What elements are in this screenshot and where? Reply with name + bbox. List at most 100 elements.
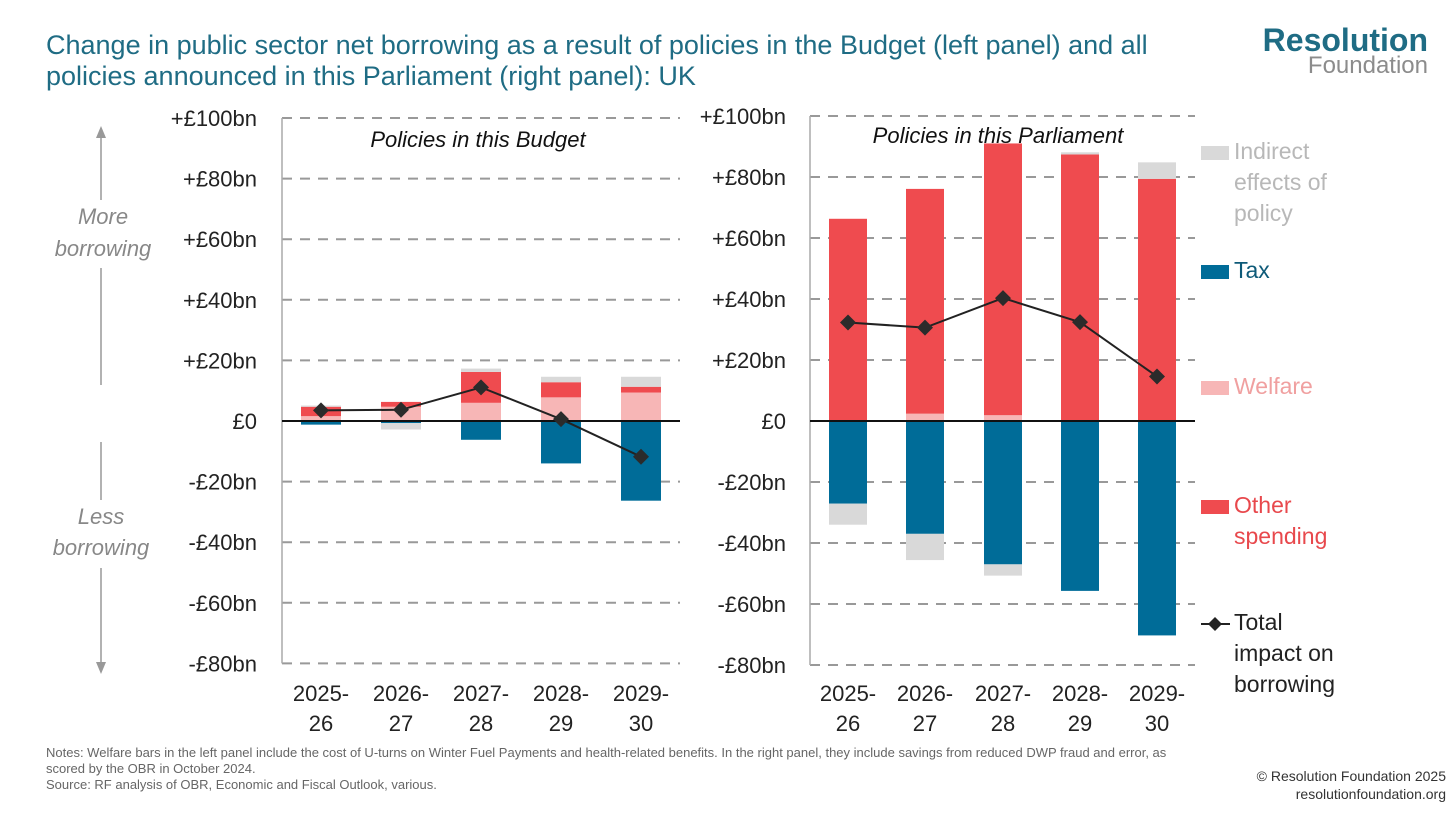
y-tick-label: -£40bn bbox=[717, 531, 786, 556]
panel-title: Policies in this Budget bbox=[370, 127, 586, 152]
legend-label-line: effects of bbox=[1234, 169, 1327, 195]
legend-swatch bbox=[1201, 146, 1229, 160]
logo-resolution: Resolution bbox=[1262, 22, 1428, 58]
x-tick-label: 30 bbox=[629, 711, 653, 736]
x-tick-label: 2029- bbox=[613, 681, 669, 706]
bar-tax bbox=[1138, 421, 1176, 636]
less-borrowing-label: Less bbox=[78, 504, 124, 529]
bar-indirect-effects-of-policy bbox=[984, 564, 1022, 576]
website-text: resolutionfoundation.org bbox=[1295, 786, 1446, 802]
x-tick-label: 29 bbox=[549, 711, 573, 736]
more-borrowing-label: borrowing bbox=[55, 236, 152, 261]
x-tick-label: 2029- bbox=[1129, 681, 1185, 706]
y-tick-label: +£80bn bbox=[183, 167, 257, 192]
legend-diamond-icon bbox=[1208, 617, 1222, 631]
x-tick-label: 2027- bbox=[453, 681, 509, 706]
copyright: © Resolution Foundation 2025 resolutionf… bbox=[1257, 767, 1446, 803]
legend-label: Tax bbox=[1234, 255, 1336, 286]
bar-tax bbox=[381, 421, 421, 424]
x-tick-label: 26 bbox=[309, 711, 333, 736]
y-tick-label: -£60bn bbox=[717, 592, 786, 617]
bar-indirect-effects-of-policy bbox=[906, 533, 944, 561]
bar-tax bbox=[1061, 421, 1099, 591]
bar-welfare bbox=[621, 392, 661, 421]
bar-indirect-effects-of-policy bbox=[621, 376, 661, 387]
total-marker bbox=[633, 448, 649, 465]
bar-other-spending bbox=[906, 188, 944, 414]
x-tick-label: 2028- bbox=[533, 681, 589, 706]
bar-indirect-effects-of-policy bbox=[829, 503, 867, 525]
bar-other-spending bbox=[984, 143, 1022, 416]
y-tick-label: -£20bn bbox=[188, 470, 257, 495]
x-tick-label: 28 bbox=[469, 711, 493, 736]
x-tick-label: 30 bbox=[1145, 711, 1169, 736]
y-tick-label: £0 bbox=[762, 409, 786, 434]
x-tick-label: 29 bbox=[1068, 711, 1092, 736]
bar-indirect-effects-of-policy bbox=[541, 376, 581, 383]
bar-tax bbox=[301, 421, 341, 425]
y-tick-label: -£80bn bbox=[717, 653, 786, 678]
legend-label: Indirect effects of policy bbox=[1234, 136, 1336, 229]
legend-label-line: borrowing bbox=[1234, 671, 1335, 697]
bar-welfare bbox=[301, 416, 341, 421]
total-marker bbox=[473, 379, 489, 396]
total-marker bbox=[995, 290, 1011, 307]
y-tick-label: +£20bn bbox=[183, 348, 257, 373]
legend-label-line: Indirect bbox=[1234, 138, 1310, 164]
total-marker bbox=[313, 402, 329, 419]
source-text: Source: RF analysis of OBR, Economic and… bbox=[46, 777, 437, 792]
bar-tax bbox=[829, 421, 867, 504]
legend-label-line: spending bbox=[1234, 523, 1328, 549]
legend-label: Total impact on borrowing bbox=[1234, 607, 1336, 700]
total-marker bbox=[1072, 314, 1088, 331]
x-tick-label: 27 bbox=[389, 711, 413, 736]
total-marker bbox=[840, 314, 856, 331]
legend-label-line: Welfare bbox=[1234, 373, 1313, 399]
legend-label-line: Total bbox=[1234, 609, 1283, 635]
legend-label: Other spending bbox=[1234, 490, 1336, 552]
y-tick-label: -£20bn bbox=[717, 470, 786, 495]
notes-text: Notes: Welfare bars in the left panel in… bbox=[46, 745, 1167, 776]
x-tick-label: 26 bbox=[836, 711, 860, 736]
x-tick-label: 2026- bbox=[373, 681, 429, 706]
y-tick-label: £0 bbox=[233, 409, 257, 434]
bar-indirect-effects-of-policy bbox=[1138, 162, 1176, 179]
total-marker bbox=[917, 319, 933, 336]
bar-welfare bbox=[906, 413, 944, 421]
y-tick-label: -£60bn bbox=[188, 591, 257, 616]
y-tick-label: +£40bn bbox=[183, 288, 257, 313]
bar-other-spending bbox=[1138, 178, 1176, 421]
y-tick-label: +£60bn bbox=[712, 226, 786, 251]
chart-title: Change in public sector net borrowing as… bbox=[46, 30, 1148, 91]
bar-tax bbox=[541, 421, 581, 464]
bar-other-spending bbox=[1061, 154, 1099, 421]
legend-swatch bbox=[1201, 381, 1229, 395]
y-tick-label: -£80bn bbox=[188, 651, 257, 676]
x-tick-label: 2025- bbox=[293, 681, 349, 706]
bar-indirect-effects-of-policy bbox=[381, 423, 421, 430]
legend-label: Welfare bbox=[1234, 371, 1336, 402]
legend-label-line: Other bbox=[1234, 492, 1292, 518]
legend-swatch bbox=[1201, 265, 1229, 279]
less-borrowing-label: borrowing bbox=[53, 535, 150, 560]
notes: Notes: Welfare bars in the left panel in… bbox=[46, 745, 1196, 793]
legend-label-line: impact on bbox=[1234, 640, 1334, 666]
up-arrow-icon bbox=[96, 126, 106, 138]
bar-tax bbox=[984, 421, 1022, 565]
bar-indirect-effects-of-policy bbox=[461, 368, 501, 372]
total-marker bbox=[553, 411, 569, 428]
bar-tax bbox=[906, 421, 944, 534]
bar-welfare bbox=[461, 402, 501, 421]
bar-other-spending bbox=[541, 382, 581, 398]
total-marker bbox=[1149, 368, 1165, 385]
down-arrow-icon bbox=[96, 662, 106, 674]
y-tick-label: +£80bn bbox=[712, 165, 786, 190]
x-tick-label: 2026- bbox=[897, 681, 953, 706]
copyright-text: © Resolution Foundation 2025 bbox=[1256, 768, 1446, 784]
logo-foundation: Foundation bbox=[1307, 52, 1428, 79]
legend-label-line: policy bbox=[1234, 200, 1293, 226]
total-marker bbox=[393, 401, 409, 418]
y-tick-label: -£40bn bbox=[188, 530, 257, 555]
